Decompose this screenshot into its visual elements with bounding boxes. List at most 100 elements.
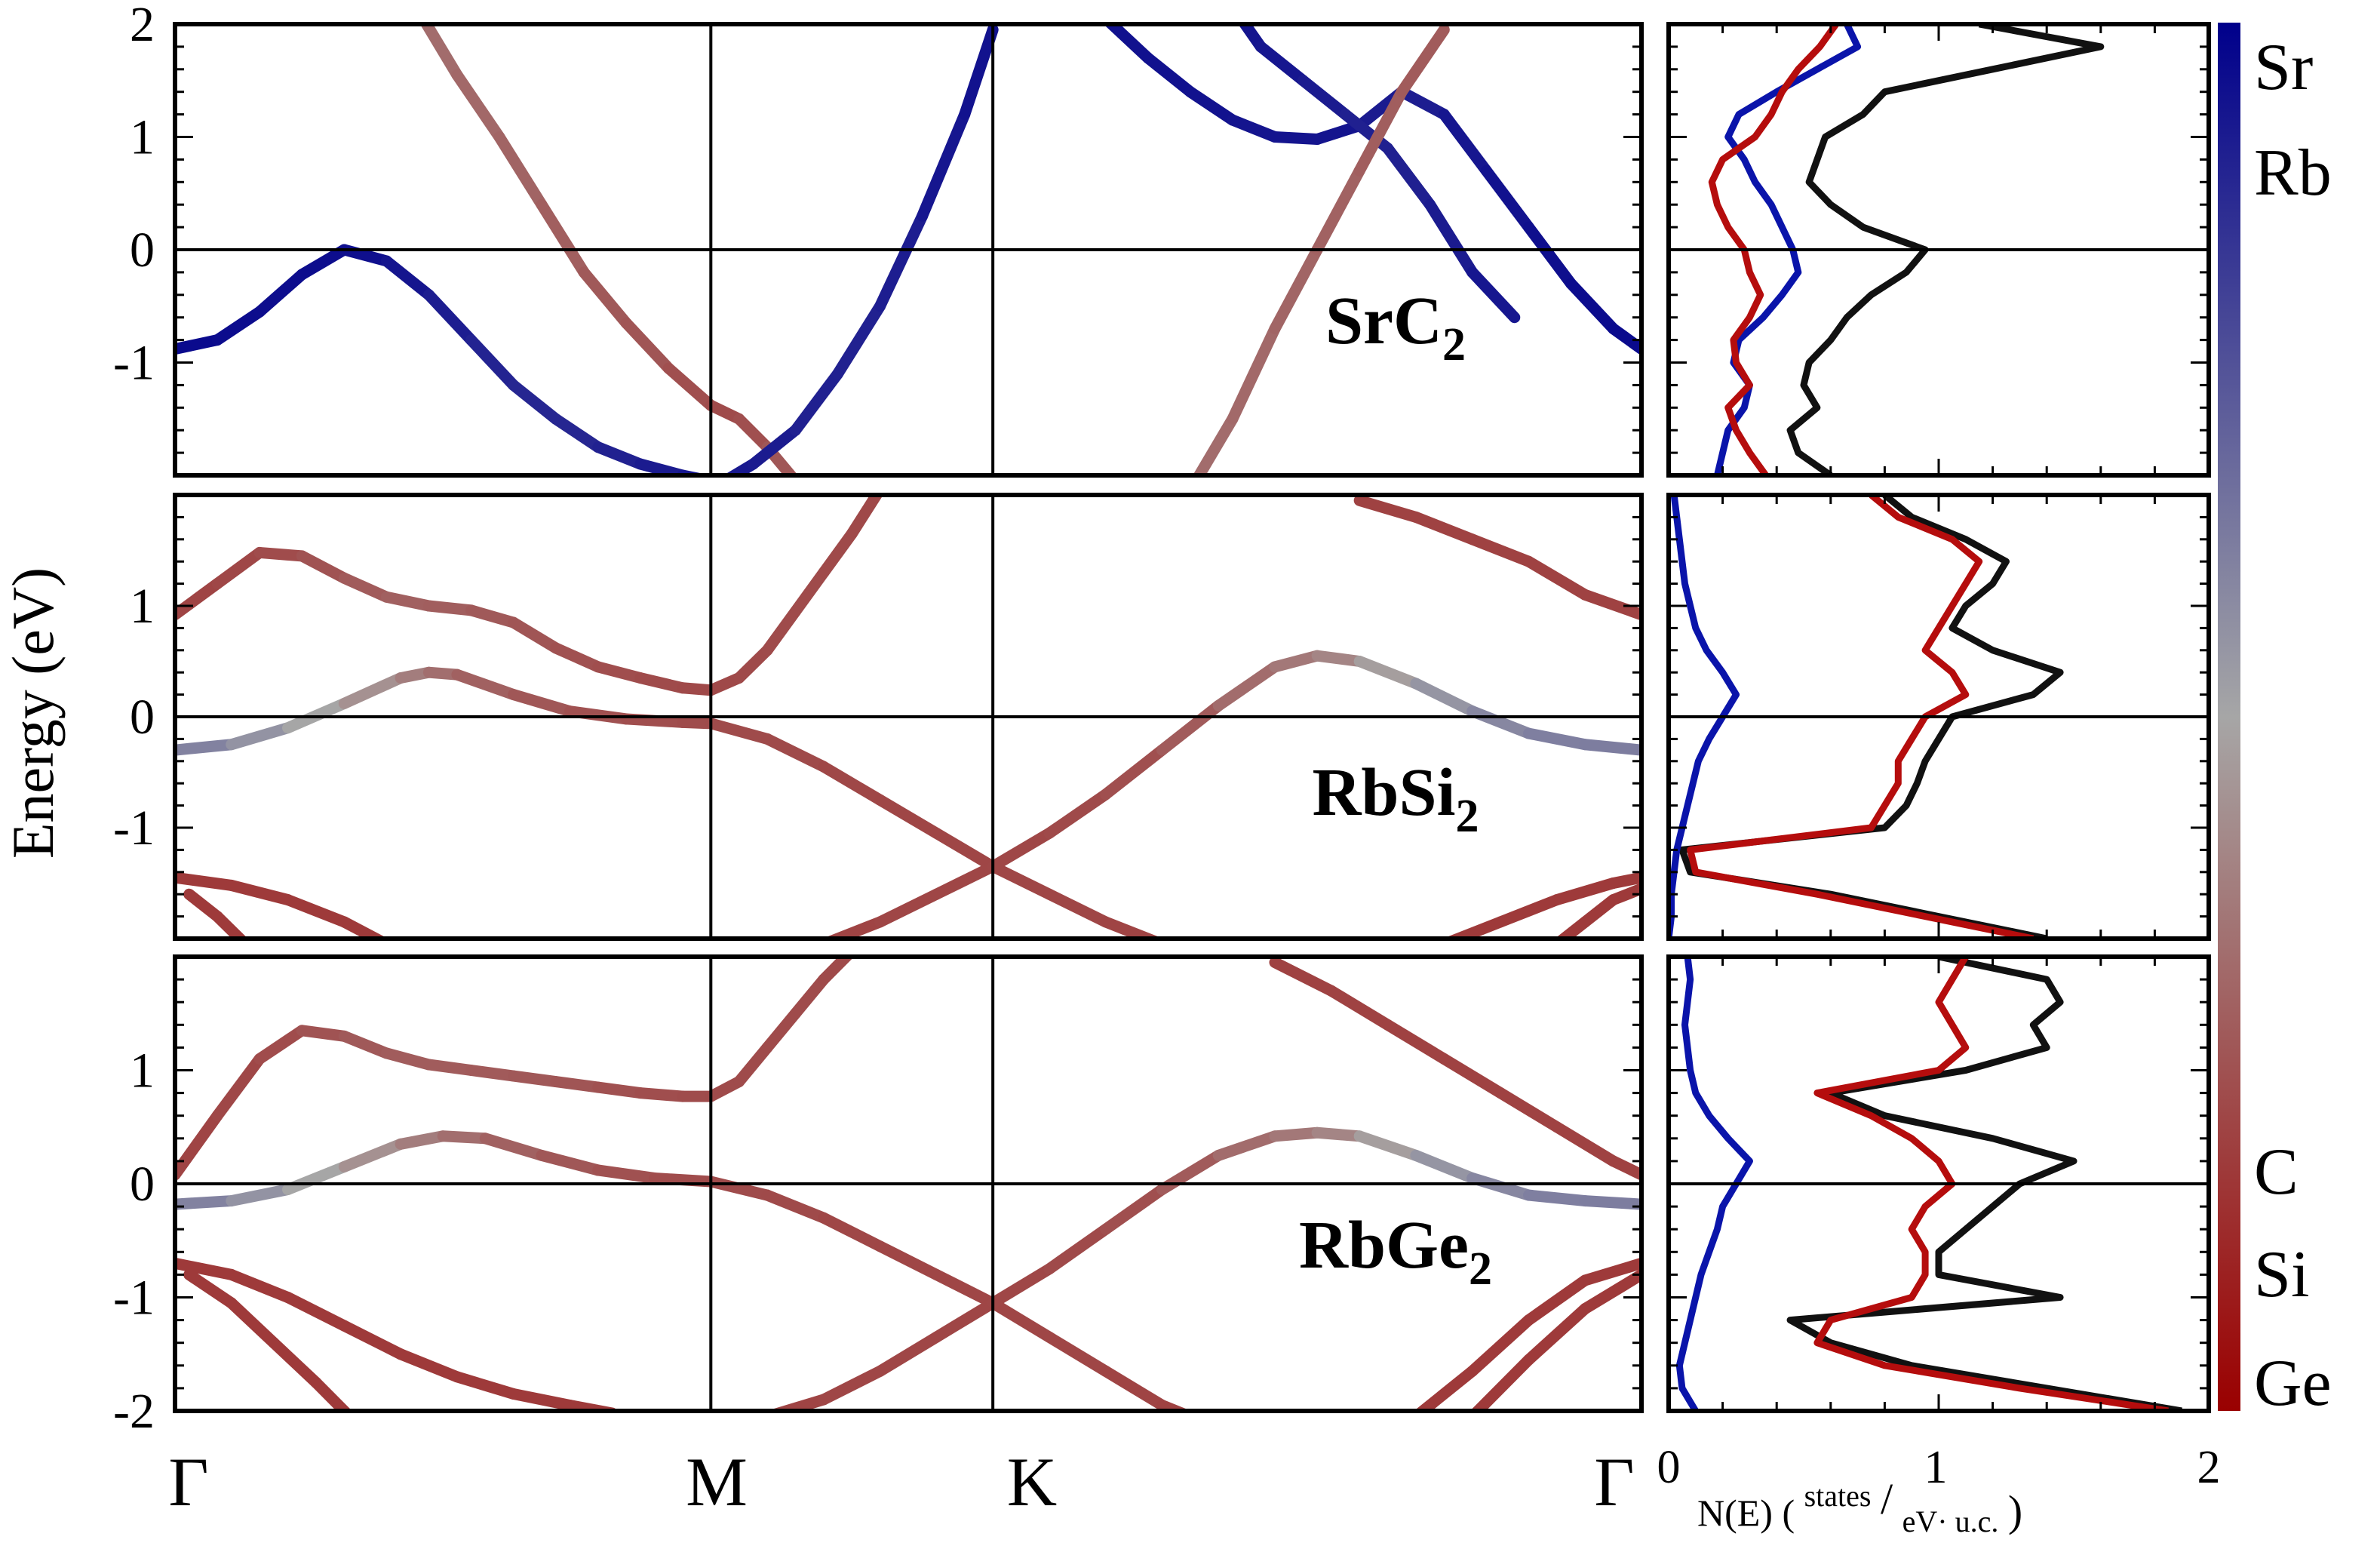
band-2-1-seg-5 [437, 1130, 491, 1145]
band-1-8-seg-1 [211, 911, 248, 939]
band-1-6-seg-2 [1466, 533, 1534, 567]
band-2-7-seg-0 [175, 1257, 238, 1280]
band-2-2-seg-1 [733, 1041, 773, 1088]
band-1-5-seg-5 [1579, 739, 1641, 756]
band-2-3-seg-5 [987, 1297, 1055, 1343]
band-2-10-seg-0 [1469, 1354, 1534, 1411]
band-0-4-seg-5 [1424, 198, 1479, 278]
band-0-0-seg-7 [465, 334, 520, 391]
band-1-4-seg-7 [1212, 661, 1281, 711]
band-1-1-seg-3 [338, 672, 407, 709]
band-0-0-seg-2 [253, 269, 308, 318]
band-2-7-seg-3 [338, 1320, 407, 1360]
y-axis-label: Energy (eV) [0, 567, 66, 859]
band-1-1-seg-1 [226, 722, 294, 751]
band-1-0-seg-8 [508, 616, 562, 654]
material-sub-1: 2 [1456, 791, 1479, 842]
band-2-5-seg-5 [1579, 1195, 1641, 1210]
band-2-7-seg-2 [282, 1292, 350, 1332]
dos-label-den: eV· u.c. [1902, 1504, 1999, 1538]
material-sub-2: 2 [1469, 1243, 1492, 1295]
band-2-6-seg-0 [1269, 957, 1337, 997]
band-2-2-seg-2 [761, 1007, 801, 1053]
band-2-7-seg-1 [226, 1268, 294, 1303]
band-2-1-seg-7 [536, 1149, 604, 1176]
band-1-0-seg-7 [465, 604, 520, 629]
band-2-4-seg-8 [1212, 1130, 1281, 1161]
band-1-9-seg-1 [1494, 894, 1563, 928]
band-2-8-seg-1 [226, 1297, 280, 1349]
ytick-label-0-2: 0 [130, 223, 155, 278]
band-2-9-seg-2 [1522, 1274, 1591, 1326]
band-0-0-seg-4 [338, 244, 392, 267]
band-2-7-seg-5 [451, 1371, 520, 1400]
band-2-6-seg-1 [1325, 985, 1394, 1031]
band-0-5-seg-2 [1269, 244, 1323, 335]
band-1-4-seg-2 [930, 860, 999, 900]
band-0-1-seg-8 [733, 413, 773, 453]
band-0-0-seg-0 [175, 334, 223, 355]
band-0-2-seg-3 [832, 300, 886, 380]
band-1-2-seg-2 [761, 605, 801, 656]
band-1-3-seg-7 [1100, 916, 1164, 939]
band-2-0-seg-2 [253, 1025, 308, 1065]
band-2-1-seg-8 [592, 1164, 661, 1184]
material-base-0: SrC [1325, 284, 1442, 358]
band-1-10-seg-2 [1608, 883, 1641, 906]
band-1-3-seg-1 [761, 733, 830, 773]
band-2-8-seg-3 [310, 1376, 352, 1411]
band-2-0-seg-10 [592, 1081, 646, 1099]
k-label-gamma-end: Γ [1594, 1443, 1634, 1520]
band-2-1-seg-3 [338, 1138, 407, 1173]
band-0-3-seg-9 [1480, 164, 1534, 233]
band-2-3-seg-8 [1156, 1399, 1192, 1411]
band-0-3-seg-8 [1438, 109, 1492, 177]
band-1-4-seg-8 [1269, 650, 1323, 673]
band-0-3-seg-1 [1142, 52, 1196, 98]
band-2-1-seg-9 [649, 1172, 717, 1188]
band-2-5-seg-3 [1466, 1172, 1534, 1201]
ytick-label-2-1: 0 [130, 1157, 155, 1212]
band-0-2-seg-4 [874, 210, 929, 312]
band-1-5-seg-0 [1311, 650, 1365, 667]
band-0-3-seg-12 [1608, 323, 1641, 355]
band-0-3-seg-11 [1565, 278, 1620, 335]
ytick-label-1-0: 1 [130, 579, 155, 634]
band-2-0-seg-4 [338, 1030, 392, 1059]
band-2-3-seg-6 [1043, 1331, 1112, 1377]
band-1-10-seg-1 [1579, 894, 1620, 928]
band-1-0-seg-11 [634, 672, 689, 694]
band-1-0-seg-6 [422, 600, 478, 616]
band-2-3-seg-4 [930, 1268, 999, 1309]
band-0-3-seg-3 [1227, 114, 1281, 143]
colorbar-label-sr: Sr [2254, 31, 2313, 104]
band-2-0-seg-1 [211, 1053, 266, 1122]
material-label-2: RbGe2 [1299, 1208, 1492, 1295]
band-2-0-seg-3 [296, 1025, 350, 1042]
band-0-1-seg-2 [493, 131, 548, 211]
band-0-5-seg-0 [1193, 413, 1239, 475]
band-1-6-seg-3 [1522, 555, 1591, 601]
material-base-1: RbSi [1312, 755, 1455, 830]
band-1-2-seg-4 [818, 527, 858, 579]
band-1-3-seg-5 [987, 860, 1055, 900]
band-2-4-seg-0 [766, 1394, 830, 1411]
band-0-1-seg-4 [578, 266, 632, 329]
band-1-8-seg-0 [183, 888, 223, 923]
band-2-3-seg-7 [1100, 1365, 1168, 1411]
band-2-0-seg-8 [508, 1070, 562, 1088]
band-1-3-seg-3 [874, 794, 942, 839]
band-1-5-seg-3 [1466, 705, 1534, 739]
band-0-1-seg-0 [419, 24, 463, 81]
band-1-7-seg-0 [175, 871, 238, 891]
band-1-9-seg-3 [1608, 871, 1641, 889]
band-2-0-seg-9 [550, 1076, 604, 1093]
material-label-0: SrC2 [1325, 284, 1466, 370]
band-0-4-seg-6 [1466, 266, 1521, 324]
band-2-3-seg-2 [818, 1212, 886, 1252]
band-1-2-seg-3 [789, 567, 830, 617]
band-1-3-seg-2 [818, 761, 886, 806]
k-label-m: M [686, 1443, 748, 1520]
band-1-0-seg-1 [211, 546, 266, 590]
